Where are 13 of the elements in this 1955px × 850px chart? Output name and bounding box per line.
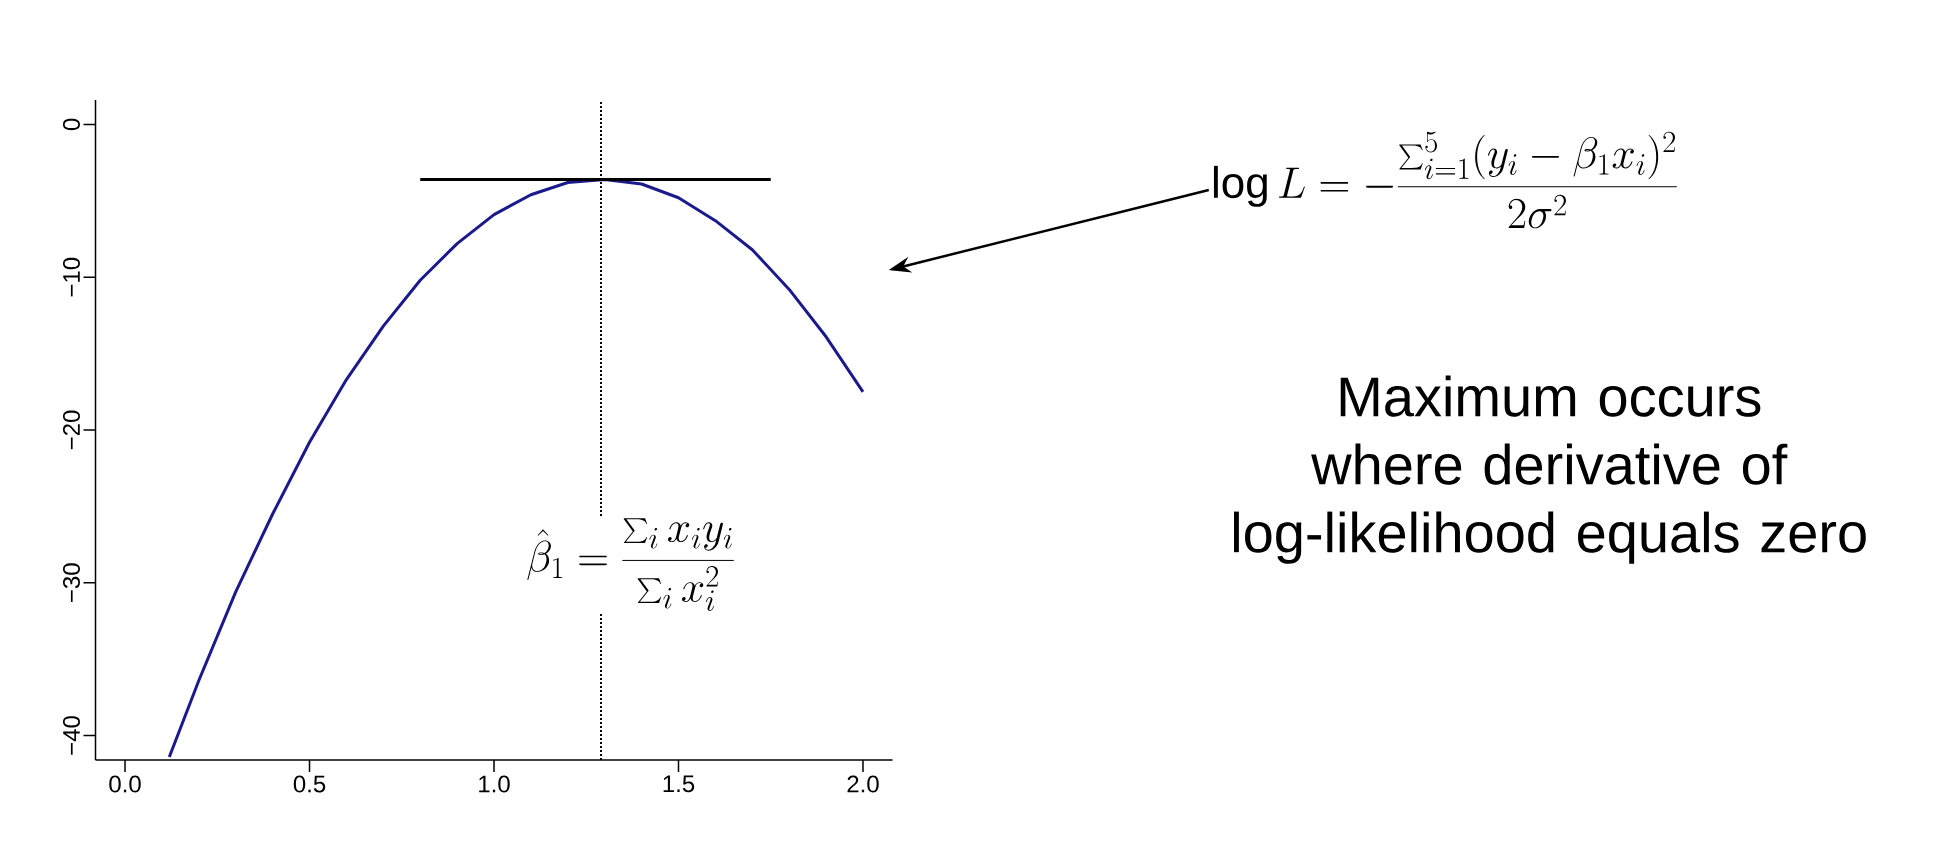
- annotation: $\hat{\beta}_1 = \frac{\sum_i x_i y_i}{\sum_i x_i^2}$: [527, 518, 734, 611]
- y-tick-label: −40: [62, 716, 80, 755]
- x-tick-label: 0.0: [109, 775, 141, 793]
- y-tick-label: −20: [62, 410, 80, 450]
- x-tick-label: 1.5: [663, 775, 695, 793]
- y-tick-label: 0: [62, 118, 80, 131]
- y-tick-label: −30: [62, 563, 80, 602]
- y-tick-label: −10: [62, 257, 80, 297]
- x-tick-label: 2.0: [847, 775, 879, 793]
- x-tick-label: 1.0: [479, 775, 510, 793]
- x-tick-label: 0.5: [293, 775, 326, 793]
- text: $\log L = -\frac{\sum_{i=1}^{5}(y_i-\beta_1 x_i)^2}{2\sigma^2}$: [1213, 131, 1677, 229]
- text: Maximum occurs where derivative of log-likelihood equals zero: [1234, 375, 1866, 564]
